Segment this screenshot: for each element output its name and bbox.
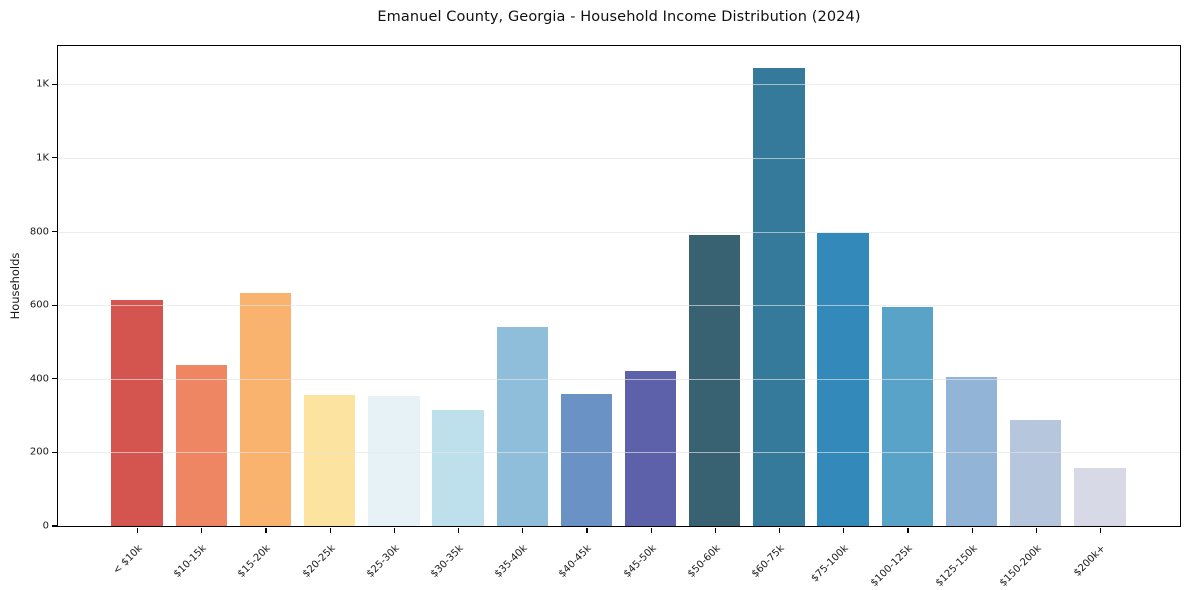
x-tick-mark [843, 528, 845, 533]
y-tick-label: 600 [29, 299, 49, 311]
bar-2 [175, 365, 227, 526]
x-tick-mark [971, 528, 973, 533]
y-tick-mark [52, 304, 57, 306]
bar-10 [689, 235, 741, 526]
bar-11 [753, 68, 805, 526]
bar-15 [1010, 420, 1062, 526]
bar-slot: $30-35k [426, 46, 490, 580]
bar-6 [432, 410, 484, 526]
bar-13 [881, 306, 934, 526]
x-tick-mark [201, 528, 203, 533]
bar-14 [945, 377, 998, 526]
x-tick-label: < $10k [111, 543, 145, 577]
bar-slot: $125-150k [933, 46, 1003, 589]
bar-slot: $35-40k [490, 46, 554, 580]
x-tick-mark [586, 528, 588, 533]
x-tick-label: $10-15k [172, 543, 210, 580]
x-tick-mark [1035, 528, 1037, 533]
bar-16 [1074, 467, 1126, 526]
x-tick-mark [393, 528, 396, 533]
x-tick-mark [650, 528, 652, 533]
bar-3 [239, 293, 292, 526]
bar-slot: $50-60k [683, 46, 747, 580]
y-tick-mark [52, 378, 57, 380]
y-tick-mark [52, 230, 57, 233]
x-tick-mark [522, 528, 524, 533]
bar-slot: $200k+ [1068, 46, 1132, 579]
x-tick-mark [265, 528, 267, 533]
bar-slot: $75-100k [810, 46, 875, 584]
bar-slot: $10-15k [169, 46, 233, 580]
bar-4 [303, 394, 356, 526]
y-tick-label: 1K [36, 78, 49, 90]
plot-area: < $10k $10-15k $15-20k $20-25k $25-30k $30-35… [30, 45, 1181, 589]
bar-5 [368, 396, 420, 526]
bar-slot: < $10k [105, 46, 169, 577]
x-tick-mark [329, 528, 331, 533]
bar-slot: $40-45k [554, 46, 618, 580]
bar-slot: $150-200k [998, 46, 1068, 589]
x-tick-mark [137, 528, 139, 533]
bar-1 [111, 299, 163, 526]
chart-title: Emanuel County, Georgia - Household Inco… [377, 9, 861, 25]
bar-12 [817, 232, 869, 526]
x-tick-mark [907, 528, 909, 533]
x-tick-mark [714, 528, 716, 533]
y-tick-label: 800 [29, 226, 49, 238]
bars-container: < $10k $10-15k $15-20k $20-25k $25-30k $30-35… [58, 46, 1180, 589]
bar-slot: $15-20k [233, 46, 297, 580]
y-tick-label: 200 [29, 446, 49, 458]
x-tick-mark [778, 528, 781, 533]
bar-slot: $100-125k [869, 46, 939, 589]
bar-8 [560, 394, 613, 526]
bar-slot: $20-25k [298, 46, 362, 580]
x-tick-mark [458, 528, 460, 533]
y-axis-label: Households [8, 252, 22, 320]
y-tick-mark [52, 157, 57, 159]
y-tick-label: 400 [29, 373, 49, 385]
y-tick-mark [52, 451, 57, 453]
bar-slot: $60-75k [747, 46, 811, 580]
bar-slot: $45-50k [619, 46, 683, 580]
y-tick-label: 0 [42, 520, 49, 532]
y-tick-label: 1K [36, 152, 49, 164]
bar-7 [496, 326, 548, 526]
x-tick-mark [1099, 528, 1102, 533]
y-tick-mark [52, 83, 57, 85]
y-tick-mark [52, 525, 57, 527]
bar-slot: $25-30k [362, 46, 426, 580]
bar-9 [624, 371, 677, 526]
